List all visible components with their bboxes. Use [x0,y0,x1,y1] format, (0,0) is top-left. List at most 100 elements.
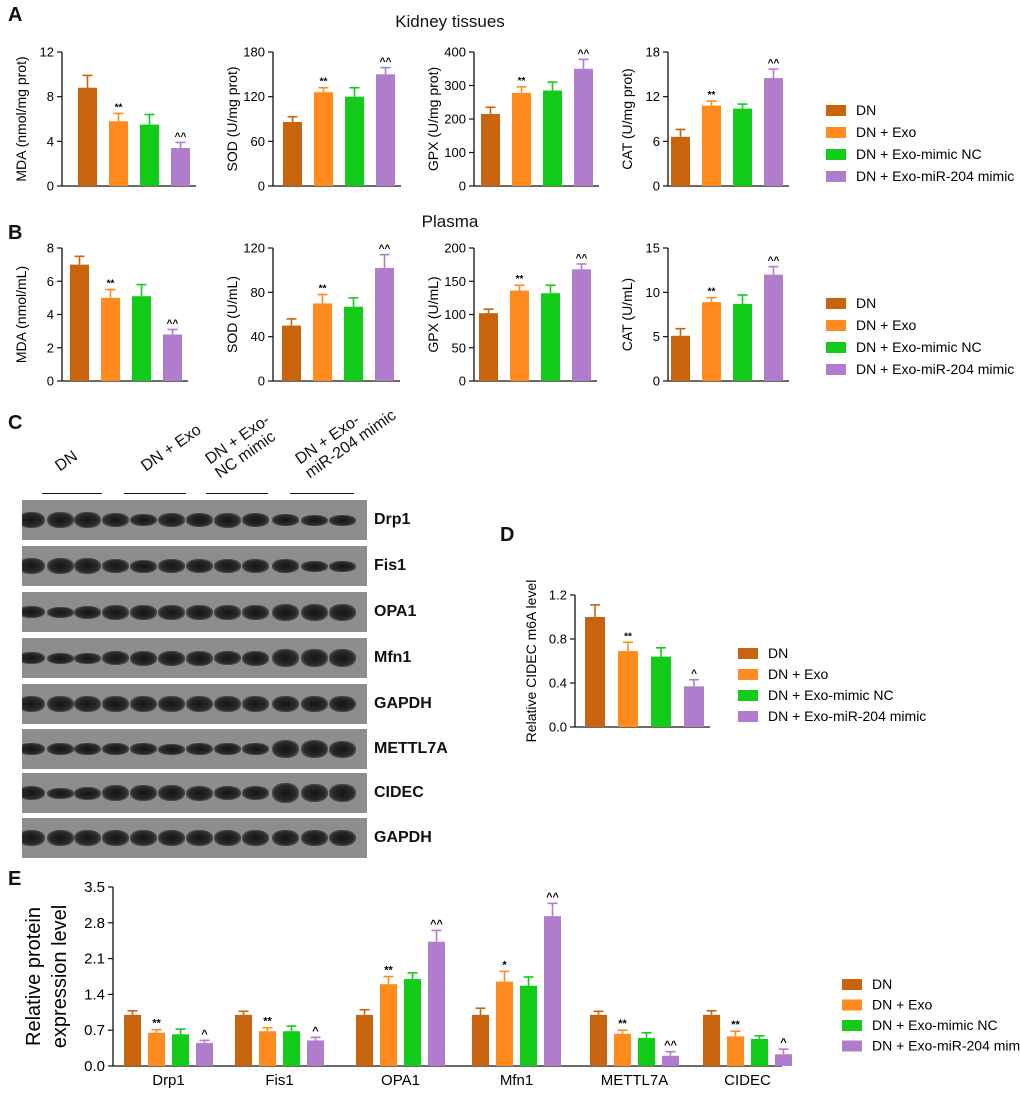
y-axis-label: GPX (U/mg prot) [425,67,441,171]
bar [703,1014,720,1066]
blot-band [329,603,356,621]
y-tick-label: 0 [653,179,660,194]
y-tick-label: 50 [452,340,466,355]
blot-band [22,696,45,712]
bar [196,1042,213,1066]
blot-band [130,743,157,755]
y-tick-label: 0 [653,374,660,389]
y-tick-label: 10 [646,285,660,300]
blot-band [242,830,269,846]
blot-strip-cidec [22,773,367,813]
blot-band [301,830,328,846]
blot-band [214,786,241,800]
panel-letter-e: E [8,868,22,890]
y-tick-label: 18 [646,45,660,60]
blot-band [186,650,213,666]
significance-mark: ^^ [546,891,559,903]
legend-label: DN [856,102,876,118]
panel-letter-b: B [8,222,23,244]
bar [344,306,363,381]
plasma-title: Plasma [421,212,479,231]
legend-label: DN + Exo [872,997,933,1013]
y-tick-label: 4 [47,307,54,322]
legend-label: DN + Exo-mimic NC [768,687,894,703]
blot-band [329,560,356,572]
significance-mark: ** [107,279,115,290]
legend-swatch [842,999,862,1011]
y-tick-label: 2.8 [84,915,105,932]
significance-mark: ** [518,76,526,87]
significance-mark: ** [624,631,632,642]
legend-label: DN + Exo [768,666,829,682]
bar [751,1038,768,1066]
blot-band [74,830,101,846]
blot-strip-gapdh [22,684,367,724]
blot-band [301,649,328,667]
blot-band [158,604,185,620]
blot-strip-gapdh [22,818,367,858]
blot-band [22,830,45,846]
bar [428,941,445,1066]
bar [512,92,531,186]
blot-band [130,514,157,526]
panel-letter-c: C [8,412,23,434]
lane-bracket-dn-exo [124,493,186,494]
y-tick-label: 300 [444,78,466,93]
y-tick-label: 0.7 [84,1022,105,1039]
y-tick-label: 200 [444,112,466,127]
y-tick-label: 6 [653,134,660,149]
y-tick-label: 8 [47,89,54,104]
legend-swatch [826,298,846,309]
significance-mark: ^^ [576,253,588,264]
y-axis-label: CAT (U/mg prot) [619,68,635,169]
blot-band [186,696,213,712]
blot-band [329,649,356,667]
y-tick-label: 0 [258,179,265,194]
y-tick-label: 0 [47,374,54,389]
blot-band [186,513,213,527]
blot-label: OPA1 [374,603,417,620]
y-axis-label: Relative protein [23,907,45,1046]
bar [148,1032,165,1066]
blot-strip-mfn1 [22,638,367,678]
significance-mark: ** [320,77,328,88]
y-tick-label: 0 [258,374,265,389]
significance-mark: ** [708,90,716,101]
blot-label: Drp1 [374,511,411,528]
blot-band [272,783,299,803]
bar [775,1054,792,1066]
bar [479,313,498,381]
significance-mark: ^ [780,1037,787,1049]
blot-band [158,696,185,712]
kidney-title: Kidney tissues [395,12,505,31]
significance-mark: ** [115,102,123,113]
legend-label: DN + Exo-mimic NC [856,146,982,162]
blot-band [186,604,213,620]
legend-label: DN + Exo-mimic NC [856,339,982,355]
significance-mark: ^^ [380,57,392,68]
legend-label: DN + Exo [856,124,917,140]
bar [585,617,605,727]
y-tick-label: 1.2 [549,588,567,603]
bar [380,984,397,1066]
bar [541,293,560,381]
blot-label: CIDEC [374,784,424,801]
bar [70,264,89,381]
y-tick-label: 200 [444,241,466,256]
bar [259,1031,276,1066]
chart-b1: 0 2 4 6 8 MDA (nmol/mL) ** ^^ [13,241,188,389]
blot-band [102,651,129,665]
chart-e: 0.0 0.7 1.4 2.1 2.8 3.5 Relative protein expres… [23,879,792,1089]
blot-band [272,559,299,573]
legend-e: DN DN + Exo DN + Exo-mimic NC DN + Exo-miR-… [842,976,1020,1054]
y-tick-label: 6 [47,274,54,289]
legend-label: DN [856,295,876,311]
blot-band [130,604,157,620]
blot-band [74,696,101,712]
legend-swatch [826,342,846,353]
legend-swatch [826,105,846,116]
blot-band [22,558,45,574]
y-tick-label: 40 [251,329,265,344]
y-axis-label: SOD (U/mL) [224,276,240,353]
